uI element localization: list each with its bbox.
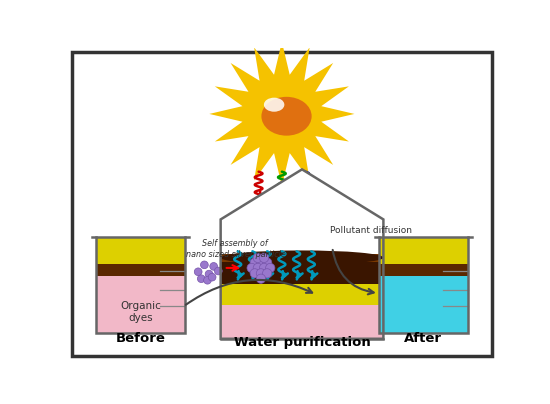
Bar (379, 264, 468, 276)
Polygon shape (221, 169, 383, 219)
Text: Self assembly of
nano sized silver particle: Self assembly of nano sized silver parti… (185, 240, 285, 259)
Bar (379, 276, 468, 333)
Bar (221, 282, 383, 305)
Circle shape (201, 261, 208, 269)
Polygon shape (210, 42, 354, 186)
Circle shape (214, 267, 222, 275)
Circle shape (247, 263, 256, 273)
Ellipse shape (221, 250, 383, 265)
Text: Before: Before (116, 332, 166, 345)
Text: Organic
dyes: Organic dyes (120, 301, 161, 323)
Bar (96, 237, 185, 333)
Circle shape (210, 263, 218, 270)
Bar (221, 262, 383, 284)
Circle shape (197, 275, 205, 282)
Circle shape (253, 253, 262, 263)
Bar (379, 237, 468, 264)
Bar (96, 237, 185, 264)
Circle shape (250, 258, 260, 267)
Ellipse shape (264, 98, 284, 112)
Bar (221, 303, 383, 339)
Circle shape (194, 268, 202, 276)
Circle shape (253, 263, 262, 273)
Bar (221, 219, 383, 255)
Bar (379, 237, 468, 333)
Circle shape (260, 263, 269, 273)
Circle shape (250, 269, 260, 278)
Bar (96, 276, 185, 333)
Circle shape (262, 269, 272, 278)
Circle shape (208, 274, 216, 281)
Circle shape (204, 276, 211, 284)
Circle shape (262, 258, 272, 267)
Text: After: After (404, 332, 442, 345)
Text: Water purification: Water purification (234, 336, 370, 349)
Bar (96, 264, 185, 276)
Circle shape (205, 270, 213, 278)
Ellipse shape (261, 97, 312, 136)
Circle shape (245, 77, 319, 151)
Bar (96, 237, 185, 333)
Circle shape (256, 258, 266, 267)
Circle shape (256, 274, 266, 283)
Bar (379, 237, 468, 333)
Circle shape (260, 253, 269, 263)
Text: Pollutant diffusion: Pollutant diffusion (330, 226, 412, 235)
Circle shape (256, 269, 266, 278)
Bar (221, 254, 383, 265)
Circle shape (266, 263, 275, 273)
